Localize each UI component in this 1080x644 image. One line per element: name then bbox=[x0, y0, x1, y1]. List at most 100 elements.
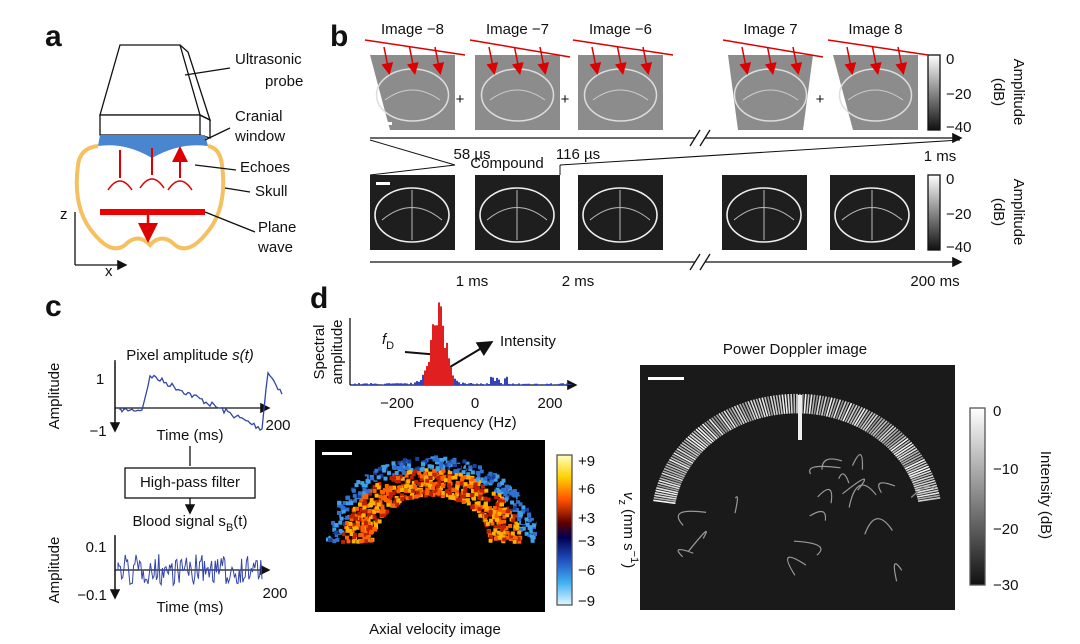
vessel bbox=[658, 479, 681, 488]
vessel bbox=[715, 414, 730, 432]
colorbar-label: Intensity (dB) bbox=[1037, 451, 1054, 539]
plus: + bbox=[456, 91, 465, 108]
colorbar-tick: −40 bbox=[946, 119, 971, 136]
spectrum-bar bbox=[362, 383, 364, 385]
vessel bbox=[683, 439, 702, 454]
spectrum-bar bbox=[544, 384, 546, 385]
velocity-pixel bbox=[395, 502, 400, 507]
vessel bbox=[728, 407, 741, 427]
velocity-pixel bbox=[381, 509, 386, 514]
vessel bbox=[902, 454, 923, 466]
colorbar-tick: +9 bbox=[578, 453, 595, 470]
velocity-pixel bbox=[361, 513, 366, 518]
vessel bbox=[803, 394, 807, 414]
velocity-pixel bbox=[441, 465, 446, 470]
velocity-pixel bbox=[415, 456, 420, 461]
velocity-pixel bbox=[383, 476, 388, 481]
vessel bbox=[744, 401, 755, 421]
velocity-pixel bbox=[466, 472, 471, 477]
vessel bbox=[913, 479, 936, 488]
velocity-pixel bbox=[369, 515, 373, 520]
velocity-pixel bbox=[428, 471, 432, 476]
velocity-pixel bbox=[455, 489, 459, 494]
velocity-pixel bbox=[521, 505, 526, 510]
velocity-pixel bbox=[513, 519, 518, 524]
vessel bbox=[653, 497, 677, 502]
velocity-pixel bbox=[499, 490, 504, 495]
velocity-pixel bbox=[503, 492, 508, 497]
vessel bbox=[708, 418, 724, 436]
colorbar-tick: +3 bbox=[578, 510, 595, 527]
vessel bbox=[695, 428, 713, 444]
velocity-pixel bbox=[350, 513, 355, 518]
velocity-pixel bbox=[366, 512, 371, 517]
velocity-pixel bbox=[453, 469, 458, 474]
vessel bbox=[750, 400, 759, 420]
velocity-pixel bbox=[354, 516, 359, 521]
spectrum-bar bbox=[500, 383, 502, 385]
velocity-pixel bbox=[374, 468, 379, 473]
vessel bbox=[781, 394, 786, 414]
velocity-pixel bbox=[346, 495, 351, 500]
velocity-pixel bbox=[463, 490, 467, 495]
pointer-lines bbox=[184, 67, 256, 233]
vessel bbox=[787, 556, 807, 576]
velocity-pixel bbox=[463, 465, 468, 470]
velocity-pixel bbox=[372, 509, 377, 514]
velocity-pixel bbox=[475, 470, 480, 475]
velocity-pixel bbox=[425, 491, 430, 496]
velocity-pixel bbox=[493, 505, 497, 510]
vessel bbox=[818, 395, 825, 416]
velocity-pixel bbox=[369, 498, 374, 503]
velocity-pixel bbox=[501, 508, 506, 512]
velocity-pixel bbox=[501, 510, 506, 515]
velocity-pixel bbox=[372, 515, 377, 520]
velocity-pixel bbox=[435, 457, 440, 462]
spectrum-bar bbox=[534, 383, 536, 385]
colorbar-tick: −20 bbox=[993, 521, 1018, 538]
vessel bbox=[704, 421, 720, 439]
velocity-pixel bbox=[450, 492, 455, 497]
velocity-pixel bbox=[469, 481, 474, 486]
velocity-pixel bbox=[356, 539, 361, 544]
vessel bbox=[844, 403, 855, 423]
spectrum-bar bbox=[568, 383, 570, 385]
velocity-pixel bbox=[398, 485, 403, 490]
vessel bbox=[912, 477, 935, 486]
spectrum-bar bbox=[456, 380, 458, 385]
scale-bar bbox=[378, 122, 392, 125]
velocity-pixel bbox=[511, 518, 516, 523]
velocity-pixel bbox=[411, 488, 416, 493]
colorbar-tick: −40 bbox=[946, 239, 971, 256]
velocity-pixel bbox=[354, 483, 359, 488]
velocity-pixel bbox=[530, 538, 535, 543]
spectrum-bar bbox=[354, 383, 356, 385]
velocity-pixel bbox=[506, 485, 511, 490]
vessel bbox=[811, 394, 816, 415]
velocity-pixel bbox=[497, 493, 502, 497]
velocity-pixel bbox=[476, 473, 481, 478]
vessel bbox=[917, 494, 940, 500]
spectrum-bar bbox=[358, 383, 360, 385]
vessel bbox=[731, 406, 743, 426]
spectrum-bar bbox=[470, 383, 472, 385]
spectrum-bar bbox=[406, 383, 408, 385]
vessel bbox=[678, 445, 698, 459]
velocity-pixel bbox=[350, 530, 355, 534]
spectrum-bar bbox=[510, 384, 512, 385]
velocity-pixel bbox=[354, 525, 359, 530]
velocity-pixel bbox=[438, 475, 443, 480]
velocity-pixel bbox=[424, 468, 429, 473]
velocity-pixel bbox=[470, 470, 475, 475]
spectrum-bar bbox=[512, 383, 514, 385]
label: probe bbox=[265, 73, 303, 90]
velocity-pixel bbox=[463, 482, 468, 487]
spectrum-bar bbox=[430, 340, 432, 385]
wave-arrow bbox=[589, 46, 602, 75]
velocity-pixel bbox=[505, 535, 510, 540]
velocity-pixel bbox=[439, 486, 443, 490]
velocity-pixel bbox=[453, 475, 458, 480]
velocity-pixel bbox=[347, 528, 352, 533]
vessel bbox=[906, 463, 928, 474]
velocity-pixel bbox=[359, 533, 364, 538]
